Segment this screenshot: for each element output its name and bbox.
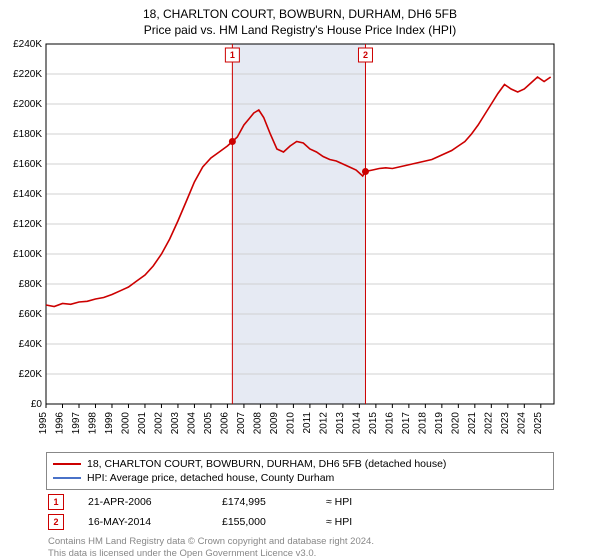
svg-text:2024: 2024 (516, 412, 527, 435)
svg-text:2015: 2015 (368, 412, 379, 435)
svg-text:2023: 2023 (500, 412, 511, 435)
svg-text:2022: 2022 (483, 412, 494, 435)
sale-price: £174,995 (222, 496, 302, 508)
svg-text:2012: 2012 (318, 412, 329, 435)
svg-text:£240K: £240K (13, 39, 42, 50)
svg-text:2001: 2001 (137, 412, 148, 435)
footnote-line: This data is licensed under the Open Gov… (48, 548, 552, 560)
svg-text:£120K: £120K (13, 219, 42, 230)
svg-text:1997: 1997 (71, 412, 82, 435)
svg-text:2013: 2013 (335, 412, 346, 435)
svg-text:2004: 2004 (186, 412, 197, 435)
legend-label: 18, CHARLTON COURT, BOWBURN, DURHAM, DH6… (87, 458, 446, 470)
legend-swatch (53, 477, 81, 479)
svg-text:1996: 1996 (54, 412, 65, 435)
svg-text:£220K: £220K (13, 69, 42, 80)
legend-box: 18, CHARLTON COURT, BOWBURN, DURHAM, DH6… (46, 452, 554, 490)
legend-item-hpi: HPI: Average price, detached house, Coun… (53, 471, 547, 485)
sale-date: 16-MAY-2014 (88, 516, 198, 528)
sale-marker-icon: 2 (48, 514, 64, 530)
svg-text:2002: 2002 (153, 412, 164, 435)
price-chart: £0 £20K £40K £60K £80K £100K £120K £140K £160K £1… (0, 38, 600, 444)
svg-text:2017: 2017 (401, 412, 412, 435)
svg-text:2000: 2000 (120, 412, 131, 435)
sale-marker-icon: 1 (48, 494, 64, 510)
svg-text:£200K: £200K (13, 99, 42, 110)
sale-row: 2 16-MAY-2014 £155,000 ≈ HPI (46, 512, 554, 532)
svg-text:2005: 2005 (203, 412, 214, 435)
title-address: 18, CHARLTON COURT, BOWBURN, DURHAM, DH6… (0, 6, 600, 22)
sale-row: 1 21-APR-2006 £174,995 ≈ HPI (46, 492, 554, 512)
footnote-line: Contains HM Land Registry data © Crown c… (48, 536, 552, 548)
svg-text:2016: 2016 (384, 412, 395, 435)
sale-relation: ≈ HPI (326, 516, 386, 528)
svg-text:2010: 2010 (285, 412, 296, 435)
svg-text:2020: 2020 (450, 412, 461, 435)
svg-text:2018: 2018 (417, 412, 428, 435)
svg-text:£180K: £180K (13, 129, 42, 140)
sales-block: 1 21-APR-2006 £174,995 ≈ HPI 2 16-MAY-20… (46, 492, 554, 560)
svg-text:2025: 2025 (533, 412, 544, 435)
footnote: Contains HM Land Registry data © Crown c… (46, 532, 554, 560)
svg-text:£140K: £140K (13, 189, 42, 200)
chart-container: 18, CHARLTON COURT, BOWBURN, DURHAM, DH6… (0, 0, 600, 560)
svg-text:£60K: £60K (19, 309, 43, 320)
svg-text:2009: 2009 (269, 412, 280, 435)
svg-text:£80K: £80K (19, 279, 43, 290)
svg-text:2008: 2008 (252, 412, 263, 435)
legend-item-property: 18, CHARLTON COURT, BOWBURN, DURHAM, DH6… (53, 457, 547, 471)
legend-label: HPI: Average price, detached house, Coun… (87, 472, 334, 484)
svg-text:2: 2 (363, 50, 368, 60)
sale-date: 21-APR-2006 (88, 496, 198, 508)
svg-text:2011: 2011 (302, 412, 313, 434)
title-subtitle: Price paid vs. HM Land Registry's House … (0, 22, 600, 38)
svg-text:2019: 2019 (434, 412, 445, 435)
svg-text:2014: 2014 (351, 412, 362, 435)
svg-text:2003: 2003 (170, 412, 181, 435)
svg-text:£100K: £100K (13, 249, 42, 260)
sale-price: £155,000 (222, 516, 302, 528)
svg-text:1: 1 (230, 50, 235, 60)
svg-text:2021: 2021 (467, 412, 478, 435)
svg-text:£40K: £40K (19, 339, 43, 350)
title-block: 18, CHARLTON COURT, BOWBURN, DURHAM, DH6… (0, 0, 600, 38)
legend-swatch (53, 463, 81, 465)
svg-text:1998: 1998 (87, 412, 98, 435)
svg-text:£0: £0 (31, 399, 43, 410)
svg-text:£160K: £160K (13, 159, 42, 170)
svg-text:2006: 2006 (219, 412, 230, 435)
svg-text:1999: 1999 (104, 412, 115, 435)
sale-relation: ≈ HPI (326, 496, 386, 508)
svg-text:£20K: £20K (19, 369, 43, 380)
svg-text:2007: 2007 (236, 412, 247, 435)
svg-text:1995: 1995 (38, 412, 49, 435)
